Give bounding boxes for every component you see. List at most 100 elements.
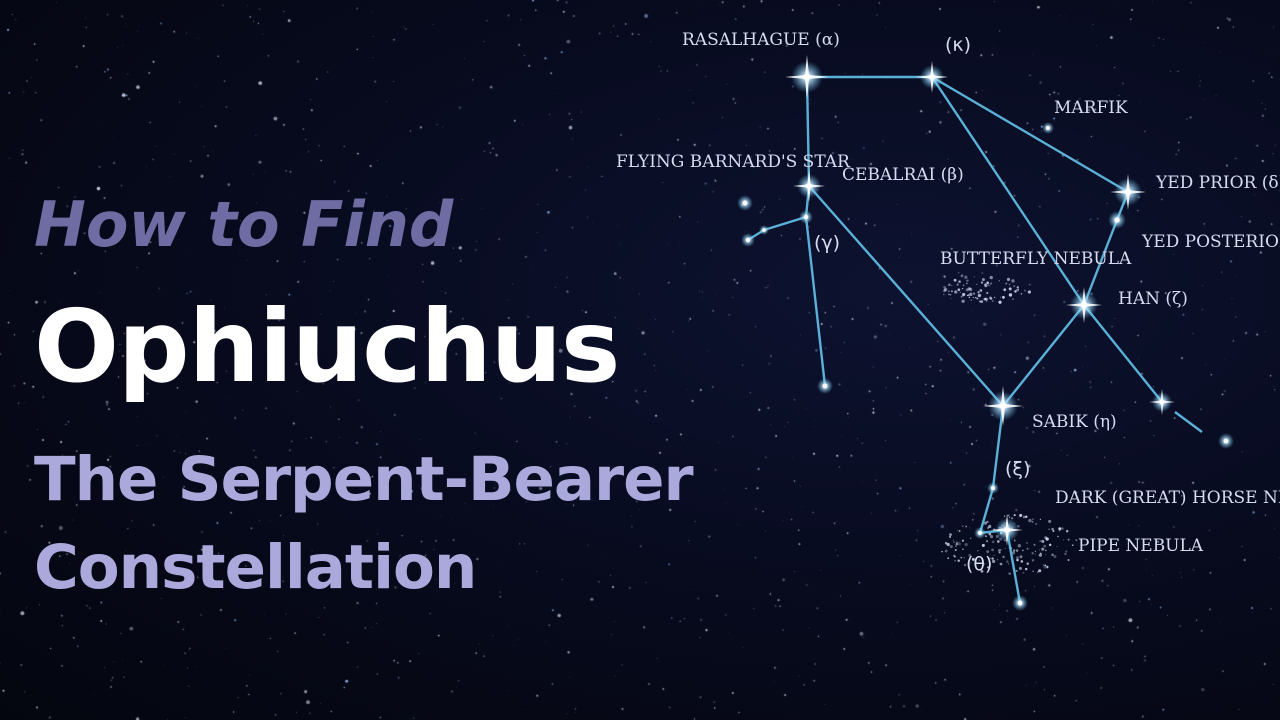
nebula-dot (1071, 544, 1074, 546)
label-cebalrai: CEBALRAI (β) (842, 165, 964, 185)
nebula-dot (1075, 539, 1078, 542)
nebula-dot (1008, 287, 1012, 291)
nebula-dot (961, 288, 964, 290)
nebula-dot (968, 553, 972, 557)
nebula-dot (1026, 547, 1029, 550)
star-theta (991, 514, 1023, 546)
nebula-dot (992, 300, 994, 302)
star-sabik (983, 386, 1023, 426)
star-marfik (1042, 122, 1054, 134)
nebula-dot (1048, 543, 1052, 547)
nebula-dot (980, 300, 984, 304)
nebula-dot (972, 292, 976, 295)
nebula-dot (996, 559, 999, 561)
label-sabik: SABIK (η) (1032, 412, 1117, 432)
nebula-dot (1004, 547, 1006, 549)
nebula-dot (949, 535, 952, 538)
star-yed-prior (1110, 174, 1146, 210)
nebula-dot (986, 291, 989, 295)
nebula-dot (1019, 555, 1023, 559)
nebula-dot (953, 278, 957, 282)
line-cebalrai-gamma (747, 185, 811, 242)
nebula-dot (998, 551, 1001, 554)
nebula-dot (989, 275, 993, 280)
star-south-end (1012, 595, 1028, 611)
nebula-dot (990, 297, 993, 300)
nebula-dot (1031, 551, 1034, 555)
nebula-dot (1032, 570, 1034, 573)
nebula-dot (997, 540, 1000, 543)
nebula-dot (1044, 564, 1047, 567)
nebula-dot (1016, 558, 1019, 562)
nebula-dot (1040, 552, 1042, 555)
nebula-dot (1026, 542, 1028, 544)
nebula-dot (1067, 538, 1070, 541)
nebula-dot (969, 292, 973, 297)
nebula-dot (987, 284, 990, 287)
label-dark-horse-nebula: DARK (GREAT) HORSE NEBULA (1055, 488, 1280, 508)
nebula-dot (963, 557, 965, 559)
nebula-dot (1002, 295, 1005, 299)
nebula-dot (1006, 560, 1009, 563)
star-barnard (737, 195, 753, 211)
nebula-dot (989, 285, 991, 287)
star-yed-posterior (1108, 211, 1126, 229)
nebula-dot (1051, 527, 1054, 531)
label-marfik: MARFIK (1054, 98, 1128, 118)
nebula-dot (1034, 553, 1036, 555)
star-tail-1 (1149, 389, 1175, 415)
nebula-dot (1028, 518, 1032, 523)
nebula-dot (968, 287, 973, 292)
nebula-dot (973, 276, 975, 278)
nebula-dot (991, 559, 996, 564)
nebula-dot (983, 521, 988, 525)
nebula-dot (1046, 565, 1049, 568)
nebula-dot (1039, 540, 1041, 542)
nebula-dot (1018, 566, 1022, 570)
nebula-dot (986, 300, 988, 302)
line-tail-end (1174, 411, 1203, 433)
nebula-dot (984, 297, 988, 301)
nebula-dot (1038, 553, 1043, 557)
nebula-dot (965, 288, 969, 292)
nebula-dot (947, 290, 951, 293)
nebula-dot (978, 300, 981, 303)
line-gamma-south (804, 216, 827, 387)
nebula-dot (1042, 564, 1044, 566)
nebula-dot (977, 291, 980, 294)
nebula-dot (1048, 519, 1052, 523)
nebula-dot (950, 290, 953, 293)
nebula-dot (991, 548, 994, 552)
nebula-dot (1026, 562, 1030, 565)
nebula-dot (958, 530, 961, 532)
nebula-dot (1008, 516, 1011, 518)
nebula-dot (1008, 572, 1011, 575)
nebula-dot (949, 545, 953, 549)
line-kappa-han (931, 76, 1085, 306)
nebula-dot (965, 525, 967, 528)
star-south-arm (817, 378, 833, 394)
nebula-dot (1013, 285, 1016, 288)
label-gamma: (γ) (814, 232, 840, 254)
line-cebalrai-sabik (808, 185, 1004, 407)
line-theta-south (1005, 529, 1022, 604)
nebula-dot (999, 296, 1001, 298)
nebula-dot (989, 535, 994, 539)
nebula-dot (1065, 550, 1068, 553)
nebula-dot (954, 555, 956, 558)
nebula-dot (986, 550, 990, 554)
subtitle-constellation: Constellation (34, 532, 477, 603)
nebula-dot (1064, 552, 1067, 556)
nebula-dot (942, 291, 944, 293)
nebula-dot (1012, 298, 1014, 301)
star-tail-2 (1218, 433, 1234, 449)
nebula-dot (1022, 515, 1026, 519)
nebula-dot (977, 549, 979, 552)
nebula-dot (991, 557, 994, 560)
nebula-dot (1015, 549, 1019, 552)
nebula-dot (1038, 569, 1042, 573)
nebula-dot (1003, 515, 1006, 517)
title-ophiuchus: Ophiuchus (34, 288, 620, 405)
